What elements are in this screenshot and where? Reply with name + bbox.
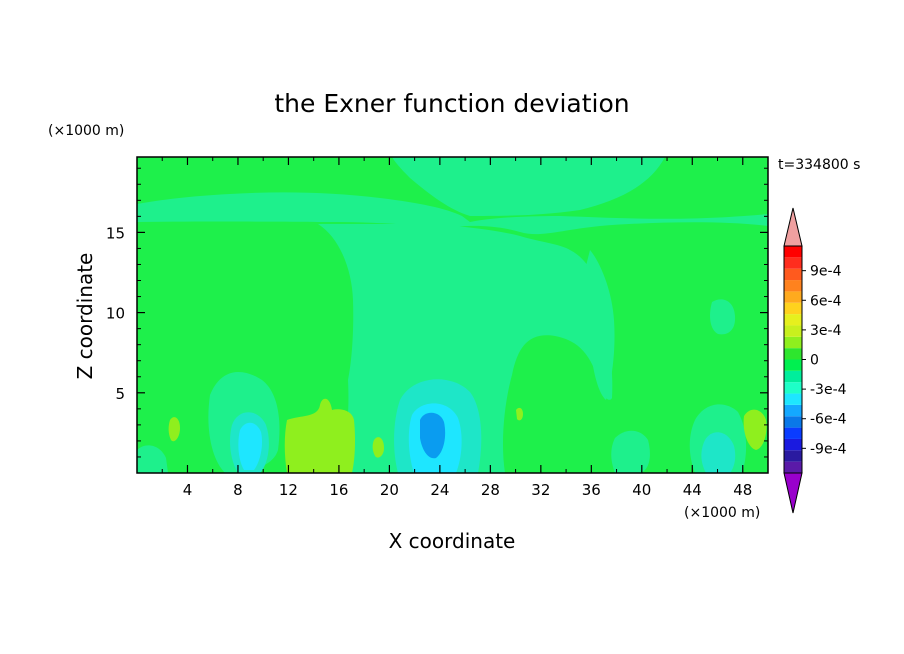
- colorbar-segment: [784, 280, 802, 292]
- colorbar-segment: [784, 348, 802, 360]
- colorbar-bottom-arrow: [783, 472, 803, 514]
- colorbar-segment: [784, 416, 802, 428]
- colorbar-label: -6e-4: [810, 412, 847, 428]
- cyan-blob-right: [701, 432, 736, 473]
- y-axis-ticks: 5 10 15: [106, 167, 768, 458]
- colorbar-segment: [784, 325, 802, 337]
- x-tick-label: 28: [481, 481, 500, 499]
- x-tick-label: 36: [582, 481, 601, 499]
- colorbar-segment: [784, 461, 802, 473]
- y-tick-label: 5: [115, 385, 125, 403]
- contour-field: [137, 157, 768, 473]
- yellow-green-small-1: [168, 417, 180, 442]
- colorbar-segment: [784, 438, 802, 451]
- yellow-green-small-3: [372, 437, 384, 458]
- lower-right-teal: [611, 430, 650, 473]
- colorbar-segment: [784, 370, 802, 383]
- x-tick-label: 16: [329, 481, 348, 499]
- colorbar-segment: [784, 302, 802, 315]
- y-tick-label: 10: [106, 305, 125, 323]
- colorbar-label: -3e-4: [810, 382, 847, 398]
- plot-frame: [136, 156, 769, 474]
- colorbar-segment: [784, 450, 802, 462]
- colorbar-segment: [784, 359, 802, 371]
- colorbar-label: -9e-4: [810, 441, 847, 457]
- x-tick-label: 48: [733, 481, 752, 499]
- right-teal-strip: [583, 250, 615, 400]
- colorbar: -9e-4 -6e-4 -3e-4 0 3e-4 6e-4 9e-4: [783, 207, 847, 514]
- yellow-green-patch: [284, 398, 356, 473]
- colorbar-segment: [784, 314, 802, 326]
- x-tick-label: 8: [233, 481, 243, 499]
- colorbar-segment: [784, 427, 802, 439]
- bottom-left-teal: [137, 445, 168, 473]
- y-axis-label: Z coordinate: [73, 253, 97, 380]
- y-unit-label: (×1000 m): [48, 123, 124, 139]
- x-tick-label: 44: [683, 481, 702, 499]
- x-tick-label: 32: [531, 481, 550, 499]
- colorbar-segment: [784, 404, 802, 417]
- yellow-green-small-2: [743, 409, 767, 450]
- colorbar-segment: [784, 257, 802, 269]
- colorbar-segment: [784, 291, 802, 303]
- x-tick-label: 40: [632, 481, 651, 499]
- central-teal-column: [318, 224, 613, 473]
- right-small-lobe: [710, 299, 736, 335]
- chart-title: the Exner function deviation: [274, 89, 629, 118]
- time-label: t=334800 s: [778, 157, 860, 173]
- x-tick-label: 24: [430, 481, 449, 499]
- top-teal-lobe: [392, 157, 665, 216]
- blue-min-core: [420, 412, 446, 459]
- x-tick-label: 12: [279, 481, 298, 499]
- x-tick-label: 20: [380, 481, 399, 499]
- colorbar-top-arrow: [783, 207, 803, 247]
- upper-teal-band: [137, 192, 768, 235]
- colorbar-segment: [784, 382, 802, 394]
- bright-cyan-left: [238, 422, 263, 470]
- x-tick-label: 4: [183, 481, 193, 499]
- colorbar-segment: [784, 336, 802, 349]
- colorbar-segment: [784, 393, 802, 405]
- colorbar-segment: [784, 268, 802, 281]
- y-tick-label: 15: [106, 224, 125, 242]
- x-unit-label: (×1000 m): [684, 505, 760, 521]
- colorbar-label: 0: [810, 353, 819, 369]
- colorbar-label: 6e-4: [810, 293, 842, 309]
- x-axis-ticks: 4 8 12 16 20 24 28 32 36 40 44 48: [161, 157, 752, 499]
- colorbar-label: 3e-4: [810, 323, 842, 339]
- x-axis-label: X coordinate: [389, 529, 516, 553]
- colorbar-segment: [784, 246, 802, 258]
- yellow-green-small-4: [516, 407, 523, 421]
- colorbar-label: 9e-4: [810, 264, 842, 280]
